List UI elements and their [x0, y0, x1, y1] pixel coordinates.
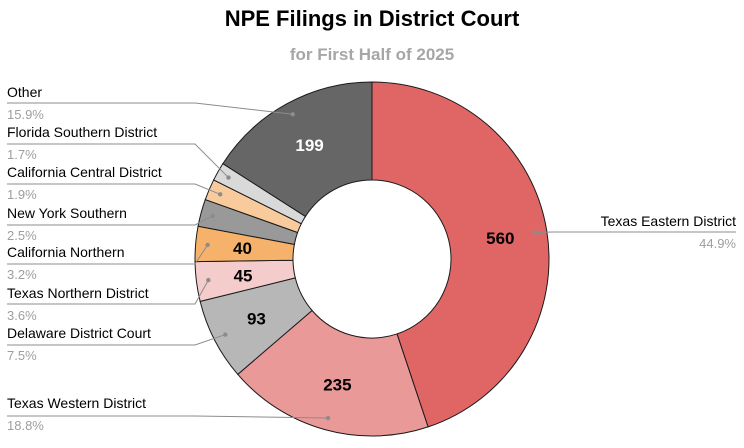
slice-name-label: Texas Western District: [7, 395, 146, 411]
slice-name-label: Texas Northern District: [7, 285, 149, 301]
slice-value-label: 93: [247, 310, 266, 329]
leader-line: [7, 183, 221, 195]
slice-value-label: 235: [323, 375, 351, 394]
leader-line: [7, 279, 209, 305]
slice-value-label: 40: [233, 239, 252, 258]
chart-title: NPE Filings in District Court: [225, 6, 520, 31]
slice-percent-label: 1.9%: [7, 187, 37, 202]
slice-name-label: Other: [7, 84, 42, 100]
leader-line: [534, 231, 736, 234]
leader-lines-group: [7, 102, 736, 421]
leader-dot: [223, 332, 228, 337]
slice-percent-label: 18.8%: [7, 418, 44, 433]
slice-labels-group: 560 Texas Eastern District 44.9% 235 Texas W…: [7, 84, 736, 433]
slice-name-label: Florida Southern District: [7, 124, 157, 140]
slice-percent-label: 15.9%: [7, 107, 44, 122]
slice-percent-label: 44.9%: [699, 236, 736, 251]
leader-line: [7, 215, 213, 226]
slice-name-label: Delaware District Court: [7, 325, 151, 341]
leader-line: [7, 415, 329, 419]
slice-percent-label: 3.6%: [7, 308, 37, 323]
slice-name-label: New York Southern: [7, 205, 127, 221]
slice-percent-label: 2.5%: [7, 228, 37, 243]
slice-other: [222, 81, 373, 218]
slices-group: [194, 81, 550, 437]
slice-name-label: California Central District: [7, 164, 162, 180]
slice-name-label: Texas Eastern District: [601, 213, 736, 229]
leader-line: [7, 334, 226, 346]
slice-value-label: 560: [486, 229, 514, 248]
leader-line: [7, 244, 209, 265]
slice-value-label: 45: [234, 267, 253, 286]
leader-line: [7, 102, 293, 115]
slice-texas-western-district: [237, 309, 429, 437]
leader-line: [7, 143, 229, 178]
slice-texas-eastern-district: [371, 81, 550, 428]
chart-subtitle: for First Half of 2025: [290, 45, 454, 64]
slice-percent-label: 7.5%: [7, 348, 37, 363]
slice-percent-label: 1.7%: [7, 147, 37, 162]
slice-percent-label: 3.2%: [7, 267, 37, 282]
slice-name-label: California Northern: [7, 244, 125, 260]
slice-value-label: 199: [295, 136, 323, 155]
